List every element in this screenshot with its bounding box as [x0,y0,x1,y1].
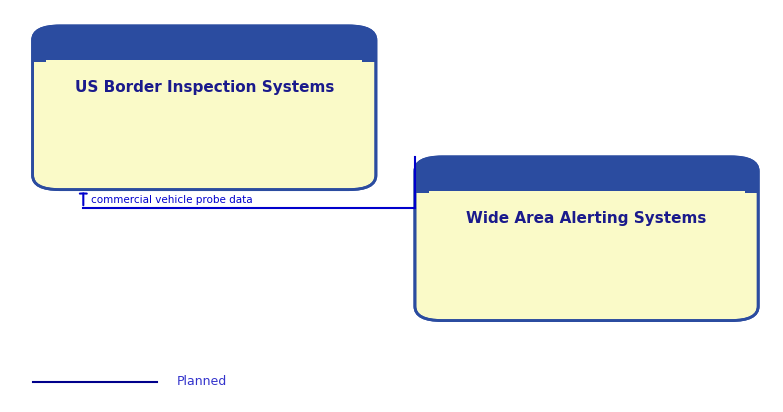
FancyBboxPatch shape [33,26,376,62]
FancyBboxPatch shape [415,157,758,321]
Text: commercial vehicle probe data: commercial vehicle probe data [91,195,253,205]
Text: Planned: Planned [177,375,227,389]
Bar [415,175,758,193]
FancyBboxPatch shape [33,26,376,190]
Text: US Border Inspection Systems: US Border Inspection Systems [74,80,334,95]
Bar [46,60,363,64]
Text: Wide Area Alerting Systems: Wide Area Alerting Systems [467,211,707,226]
FancyBboxPatch shape [415,157,758,193]
Bar [428,191,745,195]
Bar [33,44,376,62]
